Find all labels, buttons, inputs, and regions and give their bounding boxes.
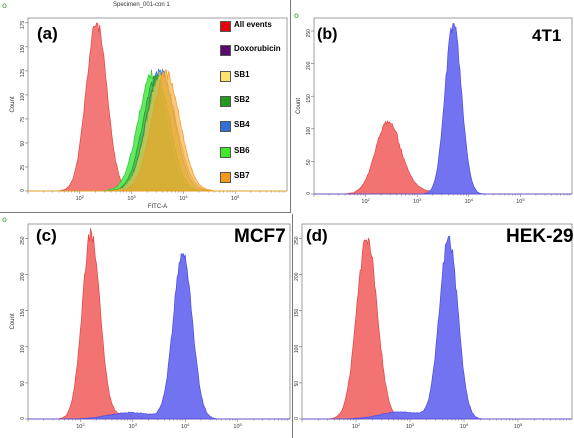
histogram-red <box>28 228 290 420</box>
x-tick-label: 105 <box>231 194 240 202</box>
y-tick-label: 0 <box>306 192 312 195</box>
histogram-blue <box>302 235 572 420</box>
y-axis-label: Count <box>10 96 16 112</box>
y-tick-label: 0 <box>294 417 300 420</box>
x-tick-label: 102 <box>76 422 85 430</box>
histogram-blue <box>28 252 290 420</box>
y-tick-label: 250 <box>306 29 312 38</box>
plot-frame <box>27 223 291 420</box>
x-tick-label: 104 <box>179 194 188 202</box>
x-tick-label: 103 <box>413 197 422 205</box>
legend-item-all-events: All events <box>218 20 290 32</box>
y-tick-label: 150 <box>306 94 312 103</box>
legend-item-sb4: SB4 <box>218 120 290 132</box>
y-tick-label: 0 <box>20 417 26 420</box>
y-tick-label: 175 <box>20 21 26 30</box>
legend-swatch-sb1 <box>220 71 231 82</box>
legend-swatch-sb4 <box>220 121 231 132</box>
corner-mark-c: o <box>2 215 7 224</box>
y-tick-label: 125 <box>20 69 26 78</box>
y-tick-label: 50 <box>20 381 26 387</box>
y-tick-label: 150 <box>20 308 26 317</box>
panel-label-a: (a) <box>37 24 58 43</box>
panel-name-b: 4T1 <box>532 26 562 45</box>
panel-label-d: (d) <box>306 226 328 245</box>
y-tick-label: 150 <box>294 308 300 317</box>
histogram-a: 0 25 50 75 100 125 150 175 Count 102 103 104 105 FITC… <box>10 17 288 210</box>
panel-name-d: HEK-293 <box>506 226 574 247</box>
legend-swatch-all-events <box>220 21 231 32</box>
legend-label-doxorubicin: Doxorubicin <box>234 44 281 53</box>
y-tick-label: 0 <box>20 189 26 192</box>
y-axis-label: Count <box>10 313 16 329</box>
corner-mark-b: o <box>294 11 299 20</box>
panel-label-c: (c) <box>36 226 57 245</box>
legend-swatch-sb2 <box>220 96 231 107</box>
legend-label-sb6: SB6 <box>234 146 250 155</box>
y-tick-label: 75 <box>20 117 26 123</box>
x-tick-label: 102 <box>352 422 361 430</box>
histogram-blue <box>314 23 572 195</box>
legend-label-sb1: SB1 <box>234 70 250 79</box>
legend-item-sb2: SB2 <box>218 95 290 107</box>
y-tick-label: 100 <box>20 345 26 354</box>
y-tick-label: 200 <box>294 272 300 281</box>
corner-mark-a: o <box>2 1 7 10</box>
y-tick-label: 50 <box>306 159 312 165</box>
panel-b: o 0 50 100 150 200 250 Count 102 103 104 105 (b) 4… <box>292 10 574 210</box>
y-tick-label: 200 <box>306 61 312 70</box>
legend-item-sb7: SB7 <box>218 171 290 183</box>
y-axis-label: Count <box>296 98 302 114</box>
panel-a-title: Specimen_001-con 1 <box>113 2 170 8</box>
x-tick-label: 105 <box>516 197 525 205</box>
x-tick-label: 102 <box>76 194 85 202</box>
y-tick-label: 250 <box>20 236 26 245</box>
x-tick-label: 105 <box>233 422 242 430</box>
x-tick-label: 103 <box>406 422 415 430</box>
panel-name-c: MCF7 <box>234 226 286 247</box>
x-tick-label: 104 <box>465 197 474 205</box>
y-tick-label: 100 <box>20 93 26 102</box>
legend-item-doxorubicin: Doxorubicin <box>218 44 290 56</box>
y-tick-label: 100 <box>306 127 312 136</box>
x-axis-label: FITC-A <box>148 204 167 210</box>
histogram-c: 0 50 100 150 200 250 Count 102 103 104 105 <box>10 223 291 430</box>
x-tick-label: 103 <box>129 422 138 430</box>
histogram-sb7 <box>28 69 287 192</box>
x-tick-label: 104 <box>460 422 469 430</box>
legend-swatch-sb6 <box>220 147 231 158</box>
panel-c: o 0 50 100 150 200 250 Count 102 103 104 105 (c) M… <box>0 214 293 438</box>
histogram-b: 0 50 100 150 200 250 Count 102 103 104 105 <box>296 17 573 205</box>
y-tick-label: 200 <box>20 272 26 281</box>
legend-item-sb6: SB6 <box>218 146 290 158</box>
y-tick-label: 50 <box>294 381 300 387</box>
legend-label-sb4: SB4 <box>234 120 250 129</box>
x-tick-label: 103 <box>127 194 136 202</box>
x-tick-label: 102 <box>361 197 370 205</box>
panel-label-b: (b) <box>317 26 338 43</box>
x-tick-label: 104 <box>181 422 190 430</box>
y-tick-label: 25 <box>20 165 26 171</box>
y-tick-label: 250 <box>294 236 300 245</box>
y-tick-label: 150 <box>20 45 26 54</box>
panel-a: o Specimen_001-con 1 0 25 50 75 100 125 150 175… <box>0 0 291 213</box>
legend-label-sb2: SB2 <box>234 95 250 104</box>
legend-item-sb1: SB1 <box>218 70 290 82</box>
legend-label-sb7: SB7 <box>234 171 250 180</box>
y-tick-label: 100 <box>294 345 300 354</box>
legend-swatch-sb7 <box>220 172 231 183</box>
x-tick-label: 105 <box>514 422 523 430</box>
y-tick-label: 50 <box>20 141 26 147</box>
legend-swatch-doxorubicin <box>220 45 231 56</box>
legend-label-all-events: All events <box>234 20 272 29</box>
